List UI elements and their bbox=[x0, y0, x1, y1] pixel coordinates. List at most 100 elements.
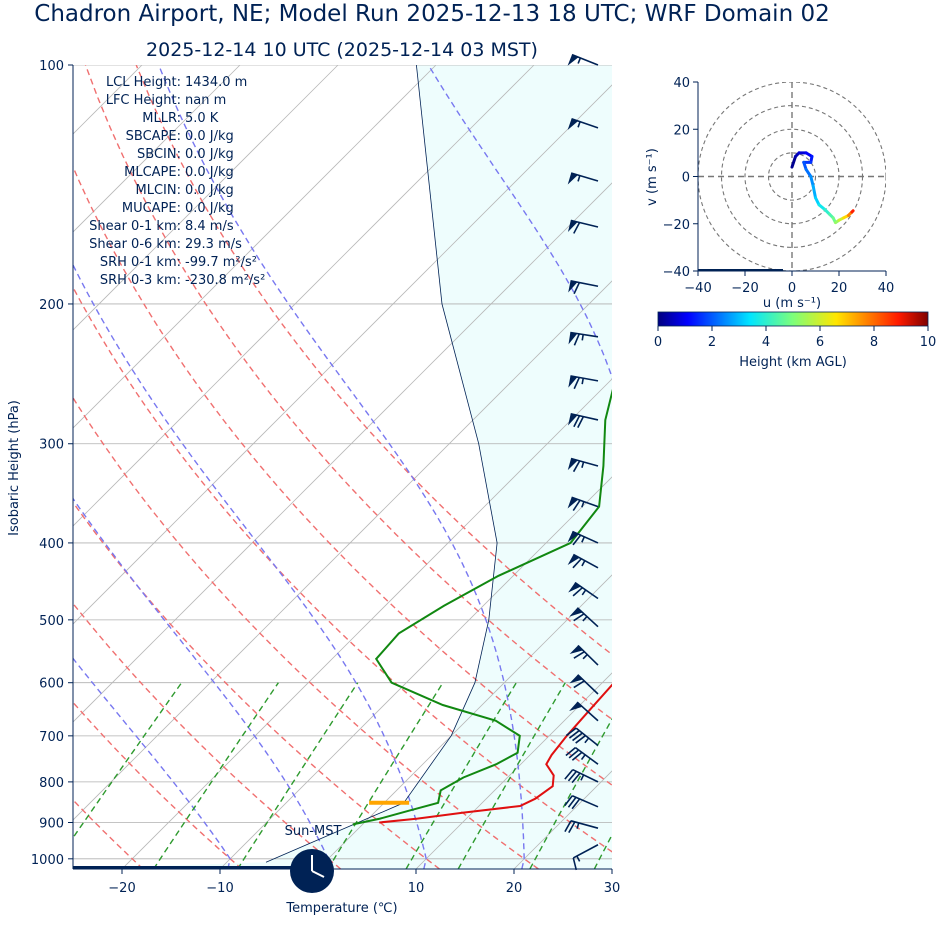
clock-hand-minute bbox=[311, 870, 325, 878]
isotherm-line bbox=[710, 65, 936, 869]
barb-half-flag bbox=[584, 737, 590, 744]
barb-pennant bbox=[568, 332, 578, 345]
mixing-ratio-line bbox=[529, 717, 612, 869]
barb-flag bbox=[564, 769, 574, 780]
stat-value: 0.0 J/kg bbox=[185, 165, 234, 180]
y-tick-label: 900 bbox=[39, 816, 64, 831]
barb-half-flag bbox=[581, 501, 585, 508]
colorbar-label: Height (km AGL) bbox=[739, 355, 847, 370]
barb-flag bbox=[572, 499, 581, 511]
isotherm-line bbox=[219, 476, 612, 869]
x-tick-label: 10 bbox=[408, 881, 425, 896]
wind-barbs bbox=[564, 53, 599, 871]
stat-label: MLCAPE: bbox=[124, 165, 181, 180]
barb-staff bbox=[570, 219, 599, 228]
wind-barb bbox=[567, 172, 599, 185]
hodograph-x-tick-label: 0 bbox=[788, 281, 796, 296]
temperature-line bbox=[379, 683, 612, 824]
isotherm-line bbox=[121, 378, 612, 869]
barb-staff bbox=[571, 496, 599, 508]
stat-label: SRH 0-3 km: bbox=[100, 273, 181, 288]
barb-half-flag bbox=[577, 57, 582, 64]
wind-barb bbox=[569, 701, 599, 722]
hodograph-trace-segment bbox=[790, 154, 798, 169]
hodograph-x-tick-label: 20 bbox=[831, 281, 848, 296]
barb-half-flag bbox=[576, 822, 580, 829]
barb-pennant bbox=[569, 674, 583, 684]
barb-pennant bbox=[567, 458, 578, 471]
barb-flag bbox=[572, 534, 582, 546]
wind-barb bbox=[569, 674, 599, 695]
wind-barb bbox=[567, 553, 599, 569]
wind-barb bbox=[567, 496, 599, 511]
hodograph-x-tick-label: −40 bbox=[684, 281, 711, 296]
moist-adiabat bbox=[73, 263, 427, 869]
barb-staff bbox=[570, 457, 599, 467]
colorbar-tick-label: 0 bbox=[654, 335, 662, 350]
isotherm-line bbox=[73, 84, 612, 625]
barb-half-flag bbox=[577, 175, 581, 182]
barb-half-flag bbox=[581, 560, 586, 567]
mixing-ratio-line bbox=[237, 682, 359, 869]
y-tick-label: 700 bbox=[39, 730, 64, 745]
wind-barb bbox=[568, 412, 599, 429]
figure-title: Chadron Airport, NE; Model Run 2025-12-1… bbox=[34, 1, 829, 27]
barb-pennant bbox=[569, 645, 583, 655]
y-tick-label: 500 bbox=[39, 614, 64, 629]
barb-pennant bbox=[568, 280, 578, 293]
barb-flag bbox=[571, 772, 581, 784]
dry-adiabat bbox=[73, 799, 144, 869]
barb-flag bbox=[571, 798, 581, 810]
y-tick-label: 1000 bbox=[31, 853, 64, 868]
sun-label: Sun-MST bbox=[285, 824, 342, 839]
stat-value: 0.0 J/kg bbox=[185, 183, 234, 198]
barb-half-flag bbox=[581, 461, 585, 468]
cape-cin-shading bbox=[73, 65, 612, 869]
barb-pennant bbox=[567, 220, 578, 233]
barb-staff bbox=[570, 172, 599, 182]
y-tick-label: 400 bbox=[39, 537, 64, 552]
stat-value: -99.7 m²/s² bbox=[185, 255, 257, 270]
skew-t-plot: −20−100102030100200300400500600700800900… bbox=[7, 53, 936, 916]
barb-flag bbox=[573, 377, 581, 390]
y-tick-label: 300 bbox=[39, 438, 64, 453]
barb-half-flag bbox=[582, 653, 588, 660]
colorbar-tick-label: 2 bbox=[708, 335, 716, 350]
barb-staff bbox=[572, 530, 599, 544]
stat-label: SBCAPE: bbox=[126, 129, 181, 144]
barb-flag bbox=[568, 749, 580, 759]
dry-adiabat bbox=[73, 602, 342, 869]
barb-half-flag bbox=[580, 774, 585, 781]
barb-staff bbox=[574, 746, 599, 765]
barb-half-flag bbox=[581, 378, 585, 385]
hodograph-y-tick-label: 20 bbox=[673, 123, 690, 138]
isotherm-line bbox=[415, 672, 612, 869]
dewpoint-line bbox=[352, 388, 612, 826]
barb-staff bbox=[575, 727, 599, 747]
hodograph-y-tick-label: 40 bbox=[673, 76, 690, 91]
barb-flag bbox=[573, 282, 581, 295]
dry-adiabat bbox=[73, 701, 243, 869]
hodograph-x-tick-label: −20 bbox=[731, 281, 758, 296]
hodograph-y-tick-label: −20 bbox=[663, 218, 690, 233]
wind-barb bbox=[572, 844, 599, 871]
barb-staff bbox=[571, 795, 599, 808]
skew-t-ticks: −20−100102030100200300400500600700800900… bbox=[31, 59, 620, 896]
barb-flag bbox=[565, 727, 577, 737]
mixing-ratio-line bbox=[457, 682, 566, 869]
wind-barb bbox=[569, 644, 599, 666]
stat-value: 0.0 J/kg bbox=[185, 147, 234, 162]
x-tick-label: −10 bbox=[206, 881, 233, 896]
hodograph-area: −40 −20 0 20 40 −40 −20 0 20 40 bbox=[663, 76, 895, 296]
y-tick-label: 100 bbox=[39, 59, 64, 74]
wind-barb bbox=[564, 795, 599, 810]
colorbar-gradient bbox=[657, 311, 929, 327]
barb-half-flag bbox=[576, 855, 581, 862]
figure-subtitle: 2025-12-14 10 UTC (2025-12-14 03 MST) bbox=[146, 39, 538, 61]
y-tick-label: 600 bbox=[39, 677, 64, 692]
isotherm-line bbox=[73, 65, 437, 429]
barb-flag bbox=[565, 747, 576, 757]
barb-staff bbox=[572, 768, 599, 783]
barb-pennant bbox=[569, 607, 583, 617]
barb-flag bbox=[577, 416, 585, 429]
